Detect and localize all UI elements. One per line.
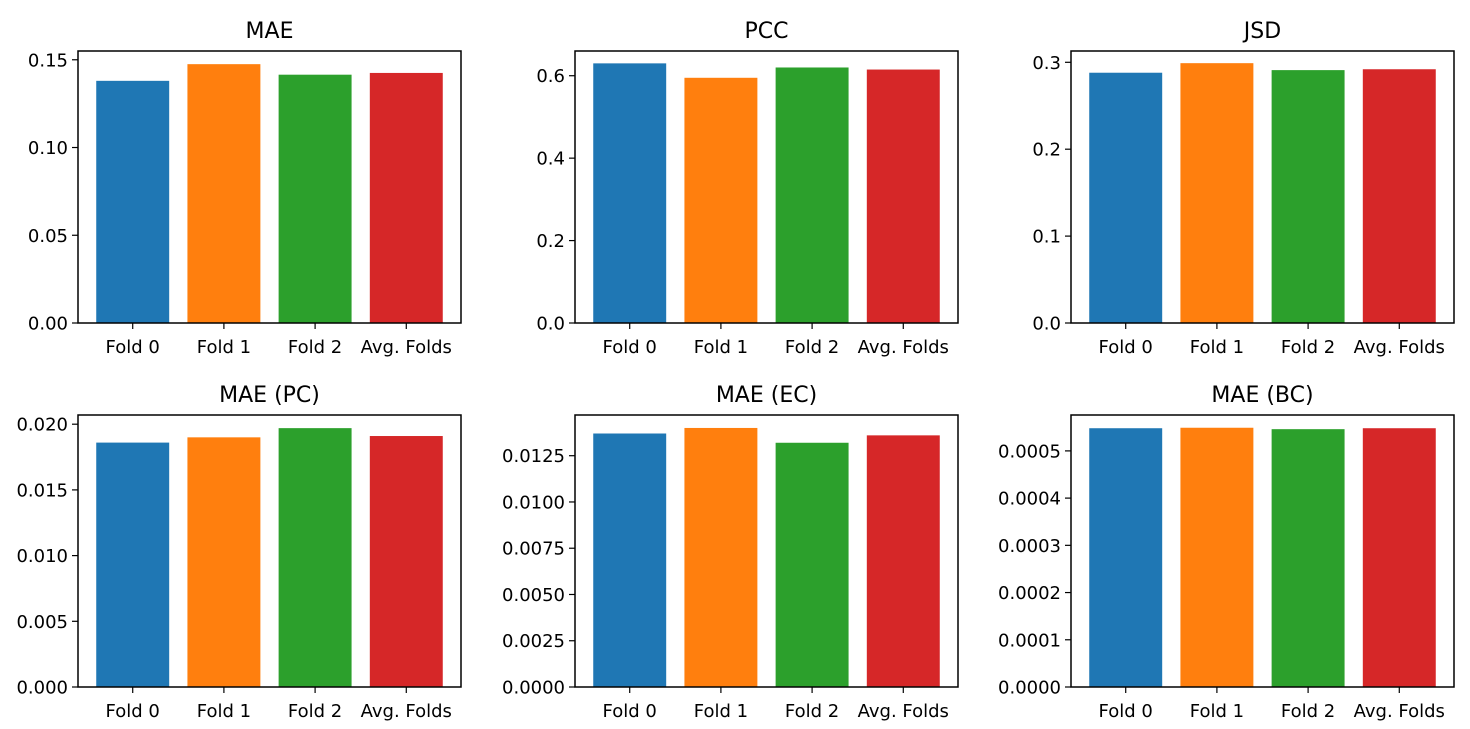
y-tick-label: 0.00 — [28, 314, 68, 335]
bar-fold-0 — [593, 63, 667, 323]
y-tick-label: 0.005 — [16, 612, 68, 633]
y-tick-label: 0.015 — [16, 480, 68, 501]
x-tick-label: Fold 1 — [694, 337, 748, 358]
y-tick-label: 0.3 — [1032, 53, 1061, 74]
chart-title: JSD — [1242, 19, 1281, 44]
y-tick-label: 0.0003 — [998, 536, 1061, 557]
bar-avg-folds — [369, 72, 443, 323]
y-tick-label: 0.2 — [1032, 140, 1061, 161]
x-tick-label: Fold 0 — [1099, 701, 1153, 722]
chart-title: PCC — [745, 19, 789, 44]
x-tick-label: Fold 2 — [288, 701, 342, 722]
x-tick-label: Fold 0 — [603, 701, 657, 722]
x-tick-label: Fold 1 — [1190, 701, 1244, 722]
chart-panel-1: PCC 0.0 0.2 0.4 0.6 Fold 0 Fold 1 Fold 2 Avg. Fo… — [536, 19, 959, 358]
y-tick-label: 0.0 — [536, 314, 565, 335]
x-tick-label: Avg. Folds — [361, 701, 452, 722]
y-tick-label: 0.15 — [28, 50, 68, 71]
x-tick-label: Avg. Folds — [858, 701, 949, 722]
axes-frame — [574, 414, 959, 688]
chart-panel-3: MAE (PC) 0.000 0.005 0.010 0.015 0.020 Fold 0 F… — [16, 383, 462, 722]
bar-fold-2 — [278, 74, 352, 323]
bar-fold-0 — [96, 80, 170, 323]
axes-frame — [574, 50, 959, 324]
y-tick-label: 0.4 — [536, 149, 565, 170]
bar-fold-2 — [775, 442, 849, 687]
chart-title: MAE (EC) — [716, 383, 817, 408]
bar-fold-1 — [1180, 63, 1254, 323]
x-tick-label: Fold 2 — [785, 337, 839, 358]
x-tick-label: Fold 0 — [106, 337, 160, 358]
bar-avg-folds — [866, 435, 940, 687]
bar-fold-1 — [1180, 427, 1254, 687]
axes-frame — [1070, 414, 1455, 688]
y-tick-label: 0.0001 — [998, 630, 1061, 651]
chart-panel-4: MAE (EC) 0.0000 0.0025 0.0050 0.0075 0.0100 0.… — [502, 383, 959, 722]
x-tick-label: Fold 1 — [197, 701, 251, 722]
y-tick-label: 0.0075 — [502, 539, 565, 560]
bar-fold-1 — [187, 64, 261, 324]
bar-fold-2 — [775, 67, 849, 323]
axes-frame — [77, 50, 462, 324]
x-tick-label: Fold 0 — [603, 337, 657, 358]
chart-title: MAE — [246, 19, 294, 44]
chart-panel-5: MAE (BC) 0.0000 0.0001 0.0002 0.0003 0.0004 0.… — [998, 383, 1455, 722]
bar-fold-1 — [684, 427, 758, 687]
x-tick-label: Fold 2 — [1281, 701, 1335, 722]
y-tick-label: 0.0100 — [502, 492, 565, 513]
y-tick-label: 0.6 — [536, 66, 565, 87]
bar-fold-2 — [1271, 70, 1345, 323]
bar-fold-0 — [1089, 428, 1163, 687]
bar-fold-0 — [593, 433, 667, 687]
x-tick-label: Avg. Folds — [1354, 337, 1445, 358]
chart-title: MAE (PC) — [219, 383, 320, 408]
y-tick-label: 0.0002 — [998, 583, 1061, 604]
x-tick-label: Fold 1 — [197, 337, 251, 358]
x-tick-label: Fold 2 — [288, 337, 342, 358]
y-tick-label: 0.1 — [1032, 227, 1061, 248]
x-tick-label: Fold 0 — [1099, 337, 1153, 358]
x-tick-label: Fold 0 — [106, 701, 160, 722]
bar-fold-1 — [187, 437, 261, 687]
x-tick-label: Avg. Folds — [1354, 701, 1445, 722]
x-tick-label: Fold 1 — [1190, 337, 1244, 358]
y-tick-label: 0.020 — [16, 415, 68, 436]
chart-title: MAE (BC) — [1211, 383, 1313, 408]
y-tick-label: 0.010 — [16, 546, 68, 567]
y-tick-label: 0.0025 — [502, 631, 565, 652]
y-tick-label: 0.0005 — [998, 441, 1061, 462]
axes-frame — [1070, 50, 1455, 324]
bar-avg-folds — [1362, 428, 1436, 687]
y-tick-label: 0.10 — [28, 138, 68, 159]
y-tick-label: 0.000 — [16, 678, 68, 699]
axes-frame — [77, 414, 462, 688]
y-tick-label: 0.0000 — [502, 678, 565, 699]
y-tick-label: 0.0004 — [998, 489, 1061, 510]
x-tick-label: Avg. Folds — [858, 337, 949, 358]
x-tick-label: Fold 2 — [785, 701, 839, 722]
bar-fold-2 — [278, 428, 352, 687]
bar-avg-folds — [1362, 69, 1436, 323]
y-tick-label: 0.0000 — [998, 678, 1061, 699]
bar-fold-0 — [96, 442, 170, 687]
bar-fold-2 — [1271, 429, 1345, 687]
y-tick-label: 0.0 — [1032, 314, 1061, 335]
y-tick-label: 0.0125 — [502, 446, 565, 467]
bar-fold-1 — [684, 77, 758, 324]
bar-avg-folds — [369, 436, 443, 687]
bar-avg-folds — [866, 69, 940, 323]
x-tick-label: Avg. Folds — [361, 337, 452, 358]
chart-panel-0: MAE 0.00 0.05 0.10 0.15 Fold 0 Fold 1 Fold 2 Avg… — [28, 19, 462, 358]
bar-fold-0 — [1089, 72, 1163, 323]
y-tick-label: 0.05 — [28, 226, 68, 247]
y-tick-label: 0.2 — [536, 231, 565, 252]
x-tick-label: Fold 2 — [1281, 337, 1335, 358]
x-tick-label: Fold 1 — [694, 701, 748, 722]
chart-panel-2: JSD 0.0 0.1 0.2 0.3 Fold 0 Fold 1 Fold 2 Avg. Fo… — [1032, 19, 1455, 358]
y-tick-label: 0.0050 — [502, 585, 565, 606]
